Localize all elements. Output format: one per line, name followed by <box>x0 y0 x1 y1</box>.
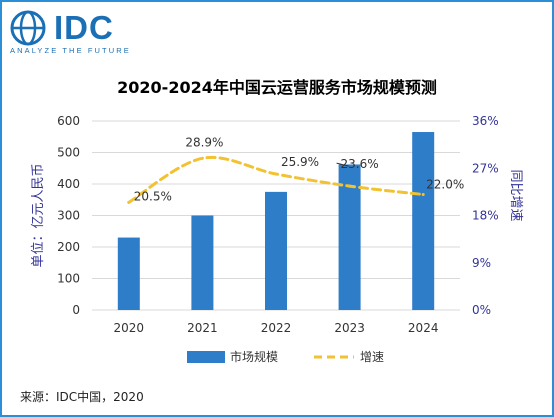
line-point <box>421 193 425 196</box>
legend-swatch-bar <box>187 351 225 363</box>
label-leader-line <box>336 162 349 167</box>
data-label: 23.6% <box>341 157 379 171</box>
y-tick-label: 400 <box>57 177 80 191</box>
y-axis-title: 单位：亿元人民币 <box>31 163 46 267</box>
line-point <box>348 184 352 188</box>
bar <box>412 132 435 310</box>
globe-icon <box>10 10 46 46</box>
data-label: 28.9% <box>185 135 223 149</box>
data-label: 20.5% <box>134 189 172 203</box>
data-label: 25.9% <box>281 155 319 169</box>
legend-label-line: 增速 <box>360 350 384 364</box>
x-tick-label: 2020 <box>114 321 145 335</box>
legend-label-bar: 市场规模 <box>230 349 278 364</box>
line-point <box>127 200 131 204</box>
y2-tick-label: 9% <box>472 256 491 270</box>
chart-title: 2020-2024年中国云运营服务市场规模预测 <box>117 78 437 97</box>
y-tick-label: 300 <box>57 209 80 223</box>
data-label: 22.0% <box>426 178 464 192</box>
bar <box>117 237 140 310</box>
bar <box>191 215 214 310</box>
y2-axis-title: 同比增速 <box>508 169 523 221</box>
y-tick-label: 0 <box>72 303 80 317</box>
y2-tick-label: 36% <box>472 114 499 128</box>
x-tick-label: 2022 <box>261 321 292 335</box>
y2-tick-label: 0% <box>472 303 491 317</box>
bar <box>265 191 287 310</box>
y-tick-label: 200 <box>57 240 80 254</box>
x-tick-label: 2023 <box>334 321 365 335</box>
logo-wordmark: IDC <box>54 9 114 46</box>
logo-tagline: ANALYZE THE FUTURE <box>10 46 131 55</box>
line-point <box>274 172 278 176</box>
x-tick-label: 2021 <box>187 321 218 335</box>
idc-logo: IDC ANALYZE THE FUTURE <box>8 8 138 58</box>
y2-tick-label: 27% <box>472 161 499 175</box>
y-tick-label: 500 <box>57 146 80 160</box>
bar <box>338 164 361 310</box>
line-point <box>200 156 204 160</box>
x-tick-label: 2024 <box>408 321 439 335</box>
y2-tick-label: 18% <box>472 209 499 223</box>
y-tick-label: 600 <box>57 114 80 128</box>
y-tick-label: 100 <box>57 272 80 286</box>
source-note: 来源：IDC中国，2020 <box>20 390 144 404</box>
